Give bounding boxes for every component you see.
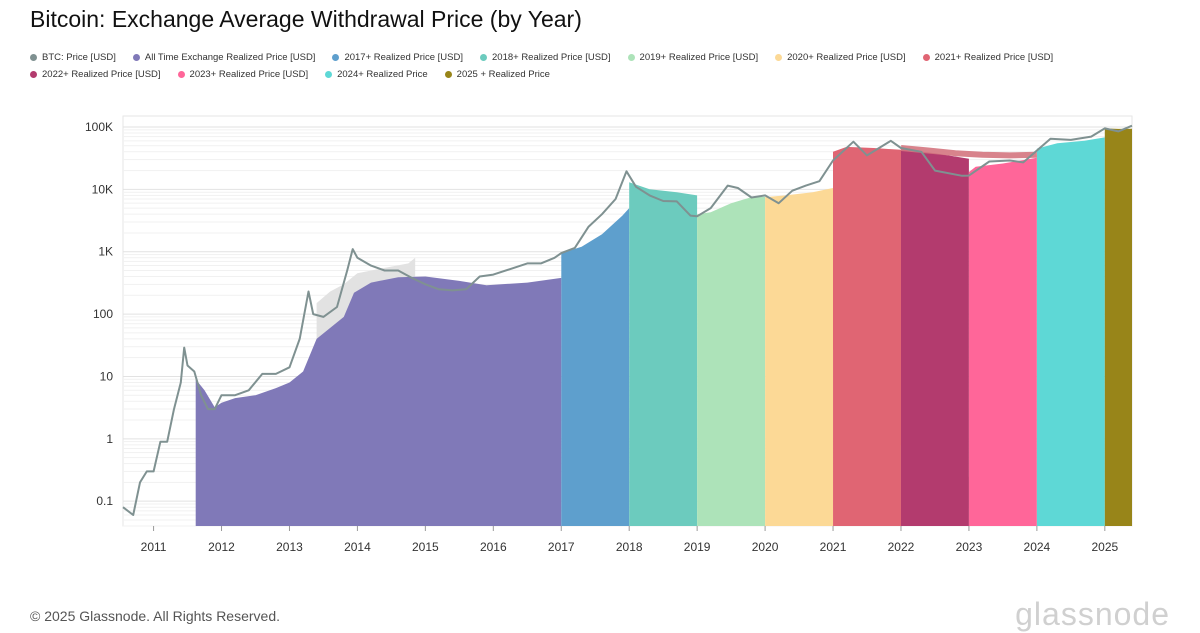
area-2024-realized-price — [1036, 137, 1105, 526]
y-tick-label: 0.1 — [96, 494, 113, 508]
area-2019-realized-price-usd — [697, 196, 766, 527]
legend-label: 2021+ Realized Price [USD] — [934, 52, 1054, 63]
x-tick-label: 2012 — [208, 540, 235, 554]
x-tick-label: 2022 — [888, 540, 915, 554]
x-tick-label: 2014 — [344, 540, 371, 554]
legend-label: 2019+ Realized Price [USD] — [639, 52, 759, 63]
chart-canvas: 0.1 1 10 100 1K 10K 100K 2011 2012 2013 2014 2015 20… — [85, 115, 1133, 554]
legend-label: 2022+ Realized Price [USD] — [42, 69, 161, 80]
y-tick-label: 1 — [106, 432, 113, 446]
legend-item[interactable]: 2019+ Realized Price [USD] — [627, 52, 759, 63]
legend-dot-icon — [444, 71, 452, 78]
area-all-time-exchange-realized-price-usd — [195, 276, 562, 526]
legend-label: BTC: Price [USD] — [42, 52, 116, 63]
x-tick-label: 2013 — [276, 540, 303, 554]
legend-item[interactable]: 2023+ Realized Price [USD] — [177, 69, 309, 80]
x-tick-label: 2023 — [956, 540, 983, 554]
x-tick-label: 2024 — [1024, 540, 1051, 554]
legend-dot-icon — [922, 54, 930, 61]
legend-dot-icon — [480, 54, 487, 61]
y-tick-label: 100 — [93, 307, 113, 321]
legend-label: 2023+ Realized Price [USD] — [189, 69, 309, 80]
overlay-line — [900, 145, 1037, 159]
x-tick-label: 2019 — [684, 540, 711, 554]
legend-label: All Time Exchange Realized Price [USD] — [144, 52, 316, 63]
legend-label: 2020+ Realized Price [USD] — [787, 52, 906, 63]
x-tick-label: 2020 — [752, 540, 779, 554]
chart-title: Bitcoin: Exchange Average Withdrawal Pri… — [30, 6, 582, 32]
legend-item[interactable]: 2024+ Realized Price — [325, 69, 428, 80]
x-tick-label: 2011 — [141, 540, 167, 554]
legend-dot-icon — [325, 71, 333, 78]
x-tick-label: 2016 — [480, 540, 507, 554]
legend-item[interactable]: 2025 + Realized Price — [444, 69, 550, 80]
y-tick-label: 10K — [92, 182, 113, 196]
area-2020-realized-price-usd — [765, 188, 834, 526]
legend-item[interactable]: 2018+ Realized Price [USD] — [480, 52, 611, 63]
legend-label: 2025 + Realized Price — [456, 69, 550, 80]
brand-logo: glassnode — [1015, 596, 1170, 632]
legend-item[interactable]: 2021+ Realized Price [USD] — [922, 52, 1054, 63]
y-tick-label: 1K — [98, 245, 113, 259]
area-2018-realized-price-usd — [629, 182, 698, 526]
legend-label: 2017+ Realized Price [USD] — [344, 52, 463, 63]
legend-label: 2018+ Realized Price [USD] — [492, 52, 611, 63]
legend-item[interactable]: 2017+ Realized Price [USD] — [332, 52, 463, 63]
copyright-footer: © 2025 Glassnode. All Rights Reserved. — [30, 608, 281, 624]
x-tick-label: 2015 — [412, 540, 439, 554]
area-2022-realized-price-usd — [900, 149, 969, 526]
x-tick-label: 2021 — [820, 540, 847, 554]
legend-dot-icon — [132, 54, 140, 61]
legend-item[interactable]: All Time Exchange Realized Price [USD] — [132, 52, 316, 63]
legend-item[interactable]: 2020+ Realized Price [USD] — [775, 52, 906, 63]
y-tick-label: 100K — [85, 120, 113, 134]
area-2023-realized-price-usd — [968, 157, 1037, 527]
legend-item[interactable]: 2022+ Realized Price [USD] — [30, 69, 161, 80]
legend-dot-icon — [30, 71, 37, 78]
line-btc-price — [122, 124, 1133, 516]
legend-dot-icon — [332, 54, 340, 61]
x-tick-label: 2017 — [548, 540, 575, 554]
legend-dot-icon — [30, 54, 37, 61]
area-2017-realized-price-usd — [561, 208, 630, 526]
legend-dot-icon — [177, 71, 185, 78]
legend-dot-icon — [775, 54, 783, 61]
y-tick-label: 10 — [100, 369, 114, 383]
legend: BTC: Price [USD] All Time Exchange Realiz… — [30, 52, 1180, 80]
area-2025-realized-price — [1104, 128, 1132, 526]
legend-label: 2024+ Realized Price — [337, 69, 428, 80]
legend-item[interactable]: BTC: Price [USD] — [30, 52, 116, 63]
area-2021-realized-price-usd — [833, 146, 901, 526]
legend-dot-icon — [627, 54, 635, 61]
x-tick-label: 2025 — [1091, 540, 1118, 554]
x-tick-label: 2018 — [616, 540, 643, 554]
